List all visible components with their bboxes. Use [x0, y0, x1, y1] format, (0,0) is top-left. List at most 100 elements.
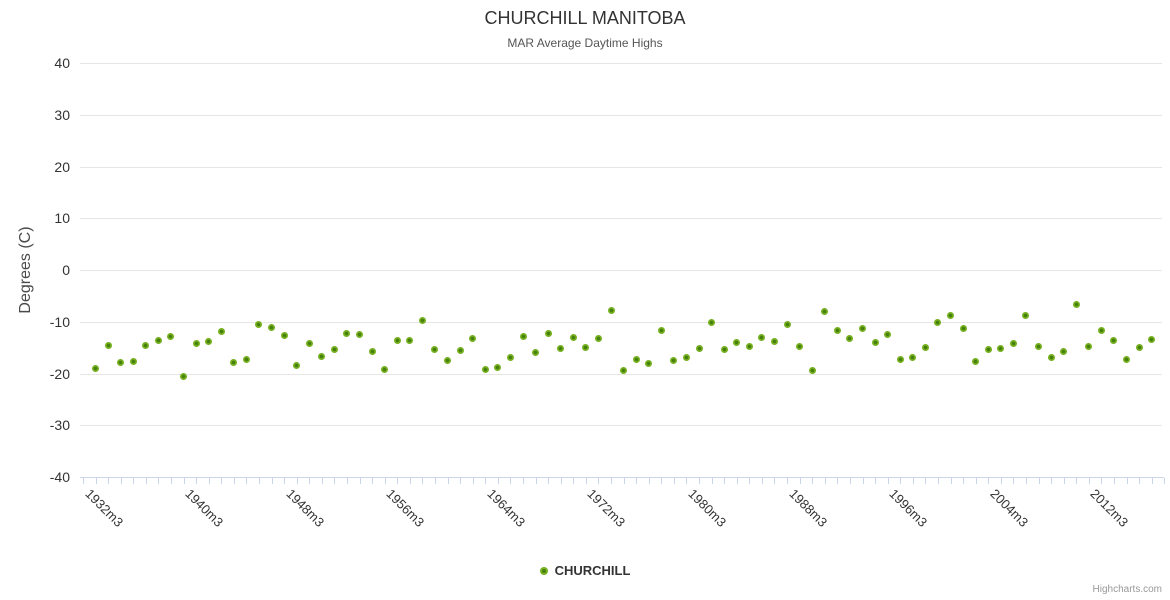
data-point[interactable] [859, 325, 866, 333]
x-axis-tick [296, 478, 298, 484]
y-axis-tick-label: -20 [49, 365, 70, 382]
data-point[interactable] [846, 335, 854, 343]
data-point[interactable] [984, 346, 992, 354]
data-point[interactable] [909, 353, 917, 361]
y-axis-tick-label: 10 [54, 210, 70, 227]
data-point[interactable] [796, 342, 804, 350]
data-point[interactable] [770, 338, 778, 346]
data-point[interactable] [833, 326, 841, 334]
x-axis-tick [1013, 478, 1015, 484]
data-point[interactable] [142, 341, 150, 349]
data-point[interactable] [129, 357, 137, 365]
data-point[interactable] [569, 334, 577, 342]
data-point[interactable] [456, 346, 464, 354]
data-point[interactable] [431, 345, 439, 353]
data-point[interactable] [921, 343, 929, 351]
data-point[interactable] [884, 330, 892, 338]
data-point[interactable] [268, 323, 276, 331]
data-point[interactable] [1060, 347, 1068, 355]
data-point[interactable] [1148, 335, 1156, 343]
data-point[interactable] [117, 358, 125, 366]
highcharts-credits-link[interactable]: Highcharts.com [1092, 584, 1162, 595]
data-point[interactable] [620, 367, 628, 375]
data-point[interactable] [519, 332, 527, 340]
x-axis-tick [887, 478, 889, 484]
data-point[interactable] [1123, 355, 1131, 363]
data-point[interactable] [205, 337, 213, 345]
data-point[interactable] [469, 335, 477, 343]
data-point[interactable] [1035, 343, 1043, 351]
data-point[interactable] [255, 320, 263, 328]
data-point[interactable] [1009, 339, 1017, 347]
data-point[interactable] [557, 344, 565, 352]
data-point[interactable] [242, 356, 250, 364]
data-point[interactable] [720, 346, 728, 354]
data-point[interactable] [947, 312, 955, 320]
data-point[interactable] [343, 329, 351, 337]
data-point[interactable] [582, 343, 590, 351]
data-point[interactable] [305, 339, 313, 347]
data-point[interactable] [1110, 336, 1118, 344]
data-point[interactable] [381, 366, 389, 374]
data-point[interactable] [494, 364, 502, 372]
data-point[interactable] [180, 372, 188, 380]
data-point[interactable] [972, 357, 980, 365]
data-point[interactable] [1085, 342, 1093, 350]
x-axis-tick [585, 478, 587, 484]
data-point[interactable] [896, 355, 904, 363]
data-point[interactable] [594, 334, 602, 342]
data-point[interactable] [657, 326, 665, 334]
data-point[interactable] [330, 346, 338, 354]
data-point[interactable] [607, 307, 615, 315]
x-axis-tick [208, 478, 210, 484]
data-point[interactable] [708, 319, 716, 327]
data-point[interactable] [1072, 301, 1080, 309]
data-point[interactable] [393, 337, 401, 345]
data-point[interactable] [1047, 354, 1055, 362]
data-point[interactable] [632, 355, 640, 363]
x-axis-tick [258, 478, 260, 484]
data-point[interactable] [293, 362, 301, 370]
data-point[interactable] [997, 345, 1005, 353]
data-point[interactable] [959, 325, 967, 333]
data-point[interactable] [758, 334, 766, 342]
data-point[interactable] [682, 354, 690, 362]
data-point[interactable] [318, 353, 326, 361]
data-point[interactable] [167, 333, 175, 341]
data-point[interactable] [418, 316, 426, 324]
data-point[interactable] [544, 329, 552, 337]
data-point[interactable] [733, 338, 741, 346]
data-point[interactable] [481, 366, 489, 374]
data-point[interactable] [934, 319, 942, 327]
data-point[interactable] [154, 336, 162, 344]
data-point[interactable] [821, 307, 829, 315]
data-point[interactable] [406, 337, 414, 345]
data-point[interactable] [1022, 311, 1030, 319]
x-axis-tick [787, 478, 789, 484]
data-point[interactable] [645, 360, 653, 368]
data-point[interactable] [368, 347, 376, 355]
x-axis-tick [82, 478, 84, 484]
data-point[interactable] [192, 339, 200, 347]
data-point[interactable] [695, 344, 703, 352]
data-point[interactable] [217, 327, 225, 335]
data-point[interactable] [506, 354, 514, 362]
data-point[interactable] [230, 358, 238, 366]
data-point[interactable] [1135, 343, 1143, 351]
data-point[interactable] [808, 367, 816, 375]
data-point[interactable] [1097, 326, 1105, 334]
x-axis-tick [837, 478, 839, 484]
data-point[interactable] [356, 331, 364, 339]
data-point[interactable] [104, 341, 112, 349]
data-point[interactable] [745, 343, 753, 351]
data-point[interactable] [783, 321, 791, 329]
legend-item-churchill[interactable]: CHURCHILL [554, 563, 631, 578]
data-point[interactable] [871, 338, 879, 346]
data-point[interactable] [532, 349, 540, 357]
x-axis-tick [1151, 478, 1153, 484]
data-point[interactable] [280, 332, 288, 340]
data-point[interactable] [444, 357, 452, 365]
data-point[interactable] [92, 364, 99, 372]
x-axis-tick [862, 478, 864, 484]
data-point[interactable] [670, 356, 678, 364]
